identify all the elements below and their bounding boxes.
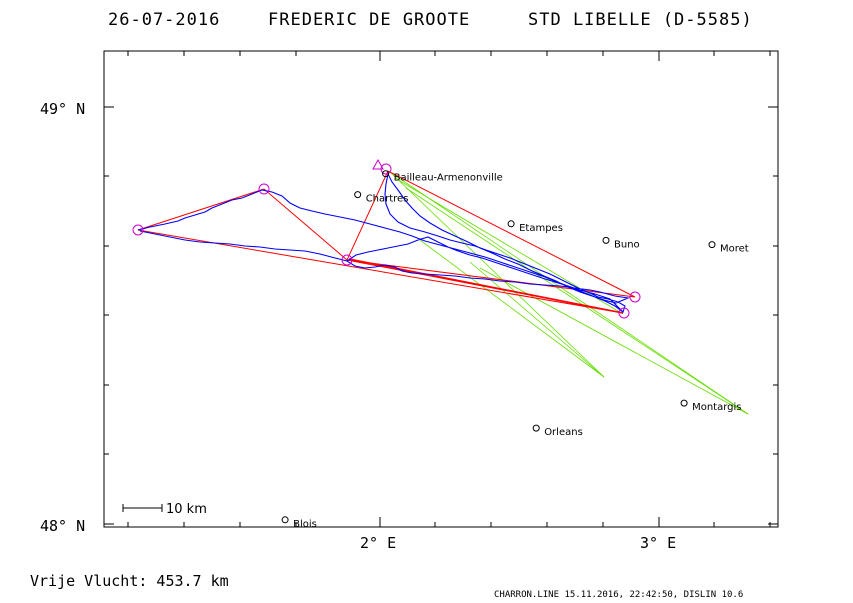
place-marker [354,191,362,199]
place-label: Orleans [544,427,583,438]
axis-ticks [104,51,778,527]
credit-line: CHARRON.LINE 15.11.2016, 22:42:50, DISLI… [494,590,743,600]
task-lines [137,170,636,314]
pilot-name: FREDERIC DE GROOTE [268,10,470,30]
flight-date: 26-07-2016 [108,10,220,30]
place-marker [382,170,390,178]
gps-track [137,172,631,313]
scale-bar-label: 10 km [166,502,207,517]
place-marker [281,516,289,524]
turnpoint-marker [629,291,641,303]
turnpoint-marker [258,183,270,195]
lon-label-3: 3° E [640,534,676,552]
place-label: Montargis [692,402,741,413]
lat-label-48: 48° N [40,517,85,535]
place-marker [507,220,515,228]
place-marker [532,424,540,432]
place-label: Buno [614,239,640,250]
turnpoint-marker [341,254,353,266]
map-frame [103,50,779,528]
turnpoints [132,158,641,319]
turnpoint-marker [618,307,630,319]
lon-label-2: 2° E [360,534,396,552]
place-label: Moret [720,244,749,255]
place-marker [708,241,716,249]
glide-lines [389,171,749,415]
turnpoint-marker [132,224,144,236]
distance-summary: Vrije Vlucht: 453.7 km [30,572,229,590]
place-label: Bailleau-Armenonville [394,173,503,184]
scale-bar [122,504,163,512]
place-label: Blois [293,519,317,530]
place-label: Chartres [366,194,409,205]
start-triangle-icon [372,158,384,170]
glider-type: STD LIBELLE (D-5585) [528,10,753,30]
place-marker [680,399,688,407]
places-layer: Bailleau-Armenonville Chartres Etampes Buno… [281,170,749,530]
lat-label-49: 49° N [40,100,85,118]
place-label: Etampes [519,223,563,234]
place-marker [602,236,610,244]
